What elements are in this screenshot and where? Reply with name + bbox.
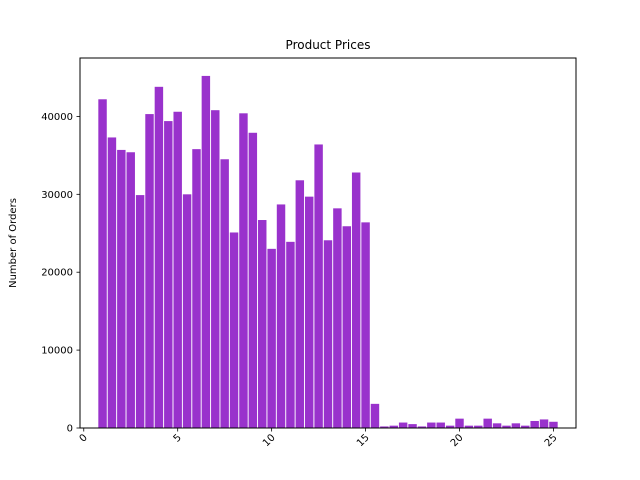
bar xyxy=(107,137,117,428)
bar xyxy=(351,172,361,428)
bar xyxy=(276,204,286,428)
bar xyxy=(211,110,220,428)
bar xyxy=(511,423,521,428)
plot-frame xyxy=(79,57,577,429)
bar xyxy=(201,75,211,429)
bar xyxy=(370,403,380,428)
chart-title: Product Prices xyxy=(286,38,371,52)
bar xyxy=(229,232,239,428)
bar xyxy=(117,149,126,429)
bar xyxy=(267,248,276,428)
bar xyxy=(445,425,455,428)
y-axis-label: Number of Orders xyxy=(8,198,19,288)
bar xyxy=(98,99,107,428)
bar xyxy=(182,194,192,428)
bar xyxy=(389,425,398,428)
bar xyxy=(154,86,164,428)
bar xyxy=(502,425,511,428)
bar xyxy=(539,419,549,428)
bar xyxy=(135,195,145,428)
bar xyxy=(417,426,427,428)
bar xyxy=(483,418,492,428)
bar xyxy=(239,113,248,428)
bar xyxy=(521,425,530,428)
bar xyxy=(455,418,464,428)
bar xyxy=(464,425,474,428)
bar xyxy=(408,424,417,428)
bar xyxy=(248,132,258,428)
bar xyxy=(286,241,295,428)
bar xyxy=(398,422,408,428)
y-tick-label: 0 xyxy=(67,424,73,435)
bar xyxy=(342,226,352,428)
bar xyxy=(258,220,267,428)
bar xyxy=(361,222,370,428)
bar xyxy=(314,144,323,428)
y-tick-label: 10000 xyxy=(41,346,73,357)
bar xyxy=(295,180,305,428)
bar xyxy=(474,425,483,428)
bars-group xyxy=(98,75,558,429)
bar xyxy=(436,422,445,428)
bar xyxy=(145,114,154,428)
bar xyxy=(192,149,201,428)
bar xyxy=(173,111,182,428)
bar xyxy=(427,422,436,428)
bar xyxy=(333,208,342,428)
bar xyxy=(530,420,539,428)
bar xyxy=(323,240,333,428)
y-tick-label: 20000 xyxy=(41,268,73,279)
y-tick-label: 30000 xyxy=(41,190,73,201)
y-tick-label: 40000 xyxy=(41,112,73,123)
bar xyxy=(380,426,389,428)
bar xyxy=(304,196,314,428)
bar xyxy=(220,159,229,428)
bar xyxy=(492,423,502,428)
bar xyxy=(164,121,173,428)
bar xyxy=(126,152,135,428)
y-axis: 0 10000 20000 30000 40000 xyxy=(41,112,80,435)
bar xyxy=(549,421,558,428)
